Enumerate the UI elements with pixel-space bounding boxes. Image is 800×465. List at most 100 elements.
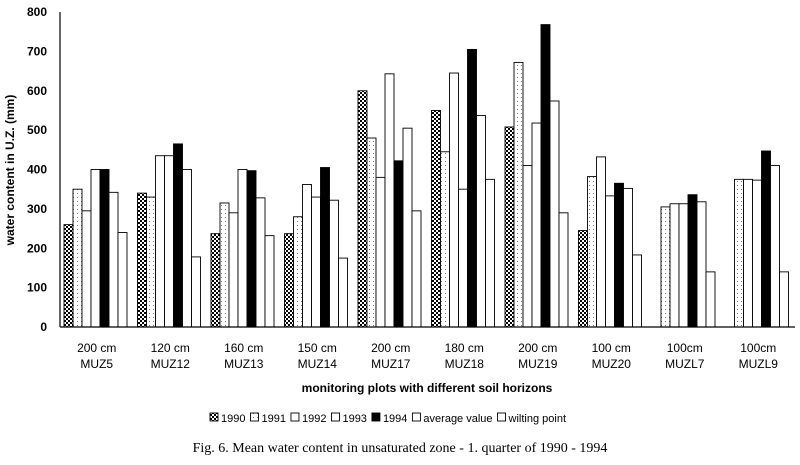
bar-muz13-1990: [210, 233, 221, 328]
bar-muz5-1993: [90, 169, 101, 328]
legend-swatch: [209, 412, 219, 422]
bar-muz12-1992: [155, 155, 165, 328]
bar-muz17-1993: [384, 73, 395, 328]
bar-muz20-1990: [578, 230, 588, 328]
y-tick-label: 400: [27, 163, 47, 177]
legend-label: 1993: [342, 413, 366, 425]
y-tick-label: 200: [27, 241, 47, 255]
bar-muzl7-1991: [660, 206, 671, 328]
legend-label: 1994: [383, 413, 407, 425]
category-plot-label: MUZ17: [371, 357, 411, 371]
legend-label: 1991: [261, 413, 285, 425]
bar-muz12-average-value: [182, 169, 192, 328]
x-axis-title: monitoring plots with different soil hor…: [302, 381, 553, 395]
bar-muz14-wilting-point: [338, 257, 348, 328]
y-tick-label: 100: [27, 281, 47, 295]
bar-muz20-1994: [614, 182, 624, 328]
category-depth-label: 100 cm: [592, 341, 631, 355]
legend-swatch: [371, 412, 381, 422]
bar-muz20-1992: [596, 156, 606, 328]
bar-muz5-wilting-point: [117, 232, 128, 328]
legend-label: 1990: [221, 413, 245, 425]
y-tick-label: 300: [27, 202, 47, 216]
bar-muz18-average-value: [476, 115, 486, 328]
y-tick-label: 0: [40, 320, 47, 334]
legend-label: wilting point: [508, 413, 566, 425]
bar-muz14-1993: [311, 196, 321, 328]
bar-muz20-1993: [605, 195, 615, 328]
bar-muzl7-1993: [678, 203, 689, 328]
bar-muzl9-wilting-point: [779, 271, 789, 328]
y-tick-label: 600: [27, 84, 47, 98]
x-axis-category-labels: 200 cm MUZ5 120 cm MUZ12 160 cm MUZ13 150 cm MU…: [77, 341, 778, 371]
bar-muzl9-average-value: [770, 165, 780, 328]
bar-muz17-wilting-point: [411, 210, 422, 328]
bar-muz17-1994: [393, 160, 404, 328]
bar-muz17-1991: [366, 137, 377, 328]
bar-muz19-1992: [522, 165, 533, 328]
bar-muz13-1994: [246, 170, 257, 328]
bar-muz20-1991: [587, 176, 597, 328]
category-plot-label: MUZ5: [80, 357, 113, 371]
bar-muz5-1991: [72, 188, 83, 328]
category-plot-label: MUZL9: [739, 357, 779, 371]
bar-muz14-1994: [320, 167, 330, 328]
bar-muz18-wilting-point: [485, 178, 495, 328]
bars: [63, 24, 789, 328]
category-depth-label: 200 cm: [77, 341, 116, 355]
bar-muz13-wilting-point: [264, 235, 275, 328]
bar-muz14-1990: [284, 233, 294, 328]
bar-muzl9-1992: [743, 178, 753, 328]
bar-muz17-1990: [357, 90, 368, 328]
bar-muz19-1994: [540, 24, 551, 328]
bar-muz14-1991: [293, 216, 303, 328]
bar-muzl7-1994: [687, 194, 698, 328]
category-plot-label: MUZ20: [592, 357, 632, 371]
bar-muz5-1994: [99, 169, 110, 328]
category-depth-label: 120 cm: [151, 341, 190, 355]
bar-muz13-average-value: [255, 197, 266, 328]
bar-muz5-1992: [81, 210, 92, 328]
bar-muz5-average-value: [108, 191, 119, 328]
legend-swatch: [290, 412, 300, 422]
bar-muz19-1993: [531, 122, 542, 328]
category-depth-label: 200 cm: [518, 341, 557, 355]
bar-muz18-1991: [440, 151, 450, 328]
y-axis-tick-labels: 0 100 200 300 400 500 600 700 800: [27, 5, 47, 334]
y-axis-title: water content in U.Z. (mm): [3, 95, 17, 247]
bar-muz19-1990: [504, 126, 515, 328]
y-tick-label: 800: [27, 5, 47, 19]
bar-muz12-1994: [173, 143, 183, 328]
category-plot-label: MUZ18: [445, 357, 485, 371]
bar-muz13-1992: [228, 212, 239, 328]
category-depth-label: 150 cm: [298, 341, 337, 355]
bar-muz5-1990: [63, 224, 74, 328]
legend-swatch: [497, 412, 506, 422]
bar-muz17-1992: [375, 176, 386, 328]
legend-swatch: [250, 412, 259, 422]
bar-muz18-1990: [431, 109, 441, 328]
category-depth-label: 160 cm: [224, 341, 263, 355]
bar-muz13-1991: [219, 202, 230, 328]
bar-muz20-wilting-point: [632, 254, 642, 328]
bar-muz14-1992: [302, 184, 312, 328]
bar-muz12-1991: [146, 196, 156, 328]
bar-muz14-average-value: [329, 199, 339, 328]
bar-muz17-average-value: [402, 127, 413, 328]
legend-swatch: [331, 412, 340, 422]
category-plot-label: MUZL7: [665, 357, 705, 371]
category-plot-label: MUZ13: [224, 357, 264, 371]
bar-muz19-average-value: [549, 100, 560, 328]
category-depth-label: 100cm: [740, 341, 776, 355]
y-tick-label: 500: [27, 123, 47, 137]
bar-muz18-1993: [458, 188, 468, 328]
bar-muz19-1991: [513, 61, 524, 328]
y-tick-label: 700: [27, 44, 47, 58]
bar-muzl7-average-value: [696, 201, 707, 328]
bar-muz18-1994: [467, 48, 477, 328]
bar-muzl9-1993: [752, 179, 762, 328]
bar-muz12-wilting-point: [191, 256, 201, 328]
legend-label: 1992: [302, 413, 326, 425]
category-plot-label: MUZ19: [518, 357, 558, 371]
